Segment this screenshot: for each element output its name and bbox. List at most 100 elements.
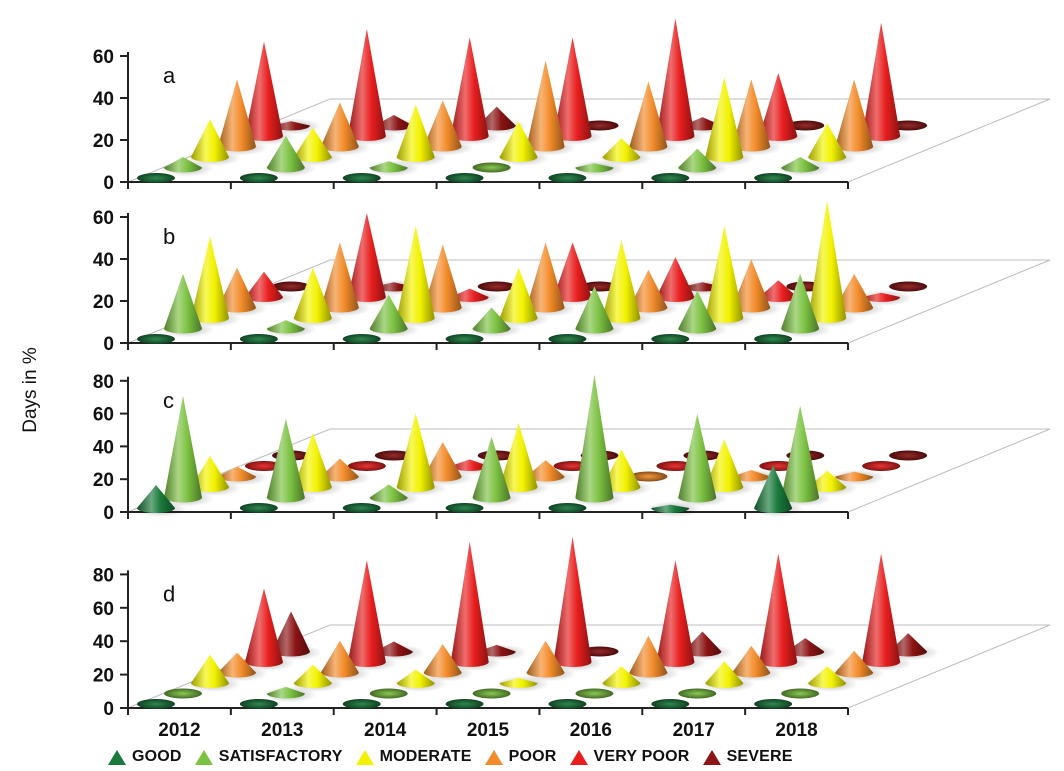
- cone-satisfactory-2014: [369, 688, 408, 699]
- cone-moderate-2015: [495, 676, 550, 692]
- cone-moderate-2017: [701, 661, 756, 692]
- y-tick-label: 0: [103, 699, 114, 720]
- y-tick-label: 60: [93, 208, 114, 229]
- cone-good-2014: [342, 173, 381, 183]
- legend-swatch: [702, 749, 721, 765]
- legend-item: POOR: [484, 748, 557, 766]
- cone-severe-2015: [580, 120, 619, 131]
- legend-swatch: [194, 749, 213, 765]
- x-tick-label: 2013: [261, 720, 303, 741]
- cone-satisfactory-2014: [365, 484, 420, 507]
- x-tick-label: 2018: [775, 720, 817, 741]
- legend-swatch: [355, 749, 374, 765]
- panel-label: c: [163, 388, 174, 413]
- cone-satisfactory-2016: [575, 688, 614, 699]
- cone-satisfactory-2016: [571, 286, 626, 338]
- cone-satisfactory-2014: [365, 160, 420, 177]
- legend-label: POOR: [508, 748, 557, 765]
- legend-label: GOOD: [132, 748, 182, 765]
- cone-good-2013: [239, 173, 278, 183]
- panel-label: b: [163, 224, 175, 249]
- y-tick-label: 80: [93, 372, 114, 393]
- cone-good-2016: [548, 503, 587, 513]
- cone-good-2015: [445, 503, 484, 513]
- panel-c: 0 20 40 60 80 c: [93, 372, 1051, 524]
- y-tick-label: 40: [93, 632, 114, 653]
- cone-good-2013: [239, 334, 278, 344]
- cone-good-2012: [137, 699, 175, 709]
- cone-satisfactory-2017: [674, 290, 729, 338]
- legend-swatch: [108, 749, 126, 765]
- cone-severe-2013: [374, 450, 413, 461]
- cone-good-2012: [137, 334, 175, 344]
- chart-panels: 0 20 40 60 a 0 20 40 60 b 0 20 40 60 80 c 0 20 40 60 80 d: [93, 18, 1051, 720]
- cone-satisfactory-2015: [468, 436, 523, 507]
- cone-good-2017: [651, 173, 690, 183]
- cone-good-2012: [133, 485, 187, 517]
- cone-severe-2017: [786, 120, 825, 131]
- y-tick-label: 20: [93, 470, 114, 491]
- cone-good-2018: [754, 173, 793, 183]
- x-tick-label: 2012: [158, 720, 200, 741]
- cone-satisfactory-2017: [678, 688, 717, 699]
- y-tick-label: 0: [103, 503, 114, 524]
- cone-moderate-2016: [598, 666, 653, 692]
- cone-satisfactory-2017: [674, 148, 729, 177]
- cone-good-2013: [239, 699, 278, 709]
- cone-satisfactory-2012: [160, 273, 214, 338]
- y-tick-label: 60: [93, 599, 114, 620]
- cone-moderate-2014: [392, 669, 447, 692]
- cone-severe-2018: [889, 450, 928, 461]
- cone-good-2017: [651, 334, 690, 344]
- legend-item: VERY POOR: [569, 748, 690, 766]
- cone-satisfactory-2018: [781, 688, 820, 699]
- cone-good-2014: [342, 503, 381, 513]
- legend-label: SATISFACTORY: [218, 748, 343, 765]
- cone-satisfactory-2012: [164, 688, 202, 699]
- cone-good-2013: [239, 503, 278, 513]
- cone-severe-2015: [580, 281, 619, 292]
- cone-satisfactory-2013: [262, 686, 317, 703]
- cone-good-2012: [137, 173, 175, 183]
- cone-very-poor-2012: [245, 461, 283, 471]
- y-tick-label: 20: [93, 292, 114, 313]
- cone-very-poor-2013: [347, 461, 386, 471]
- y-tick-label: 20: [93, 131, 114, 152]
- cone-satisfactory-2013: [262, 418, 317, 507]
- y-tick-label: 0: [103, 173, 114, 194]
- cone-satisfactory-2012: [160, 157, 214, 177]
- panel-a: 0 20 40 60 a: [93, 18, 1051, 194]
- x-tick-label: 2015: [467, 720, 510, 741]
- cone-good-2016: [548, 173, 587, 183]
- x-tick-labels: 2012 2013 2014 2015 2016 2017 2018: [158, 720, 817, 741]
- cone-good-2018: [754, 334, 793, 344]
- cone-good-2018: [754, 699, 793, 709]
- cone-severe-2012: [272, 281, 310, 292]
- panel-label: a: [163, 63, 176, 88]
- y-tick-label: 0: [103, 334, 114, 355]
- cone-severe-2014: [477, 281, 516, 292]
- y-tick-label: 20: [93, 666, 114, 687]
- cone-good-2016: [548, 699, 587, 709]
- legend-swatch: [484, 749, 503, 765]
- panel-label: d: [163, 581, 175, 606]
- cone-satisfactory-2018: [777, 157, 832, 177]
- cone-satisfactory-2014: [365, 294, 420, 338]
- cone-good-2018: [750, 465, 805, 517]
- legend-item: SEVERE: [702, 748, 793, 766]
- cone-satisfactory-2016: [571, 160, 626, 177]
- x-tick-label: 2016: [570, 720, 612, 741]
- cone-satisfactory-2016: [571, 374, 626, 507]
- cone-moderate-2012: [187, 654, 241, 692]
- y-axis-label: Days in %: [20, 347, 41, 433]
- y-tick-label: 60: [93, 405, 114, 426]
- cone-poor-2016: [629, 471, 668, 482]
- x-tick-label: 2017: [673, 720, 715, 741]
- cone-satisfactory-2018: [777, 273, 832, 338]
- legend: GOOD SATISFACTORY MODERATE POOR VERY POOR SEV…: [108, 746, 1064, 768]
- y-tick-label: 40: [93, 250, 114, 271]
- cone-good-2015: [445, 334, 484, 344]
- cone-good-2017: [647, 501, 702, 517]
- cone-satisfactory-2015: [468, 307, 523, 338]
